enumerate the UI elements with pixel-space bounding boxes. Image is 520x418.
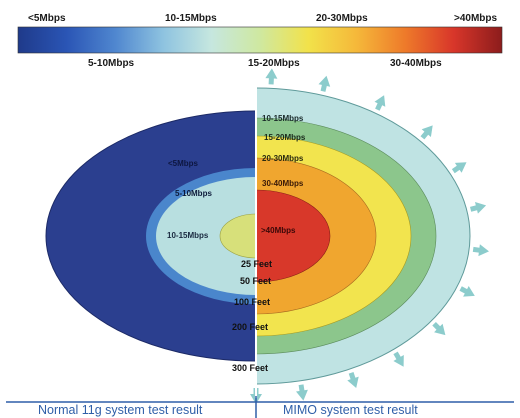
legend-top-label: 20-30Mbps [316,13,368,24]
right-zone-label: >40Mbps [261,226,296,235]
legend-top-label: <5Mbps [28,13,66,24]
outward-arrow-icon [347,372,359,388]
right-zone-label: 20-30Mbps [262,154,304,163]
distance-label: 200 Feet [232,322,268,332]
distance-label: 25 Feet [241,259,272,269]
outward-arrow-icon [296,384,308,401]
legend-top-label: 10-15Mbps [165,13,217,24]
outward-arrow-icon [374,95,386,111]
left-zone-label: 10-15Mbps [167,231,209,240]
legend-bottom-label: 5-10Mbps [88,58,135,69]
left-zone-inner [156,177,256,295]
right-zone-label: 10-15Mbps [262,114,304,123]
outward-arrow-icon [420,125,433,140]
distance-label: 100 Feet [234,297,270,307]
outward-arrow-icon [470,202,487,214]
outward-arrow-icon [432,322,446,336]
right-zone-label: 30-40Mbps [262,179,304,188]
outward-arrow-icon [472,244,489,257]
legend-bottom-label: 15-20Mbps [248,58,300,69]
footer-left-text: Normal 11g system test result [38,403,203,417]
outward-arrow-icon [459,286,475,297]
distance-label: 300 Feet [232,363,268,373]
left-zone-label: 5-10Mbps [175,189,212,198]
right-zone-core [256,189,331,283]
right-zone-label: 15-20Mbps [264,133,306,142]
outward-arrow-icon [265,68,278,85]
footer-right-text: MIMO system test result [283,403,418,417]
right-coverage-half [256,87,471,385]
outward-arrow-icon [318,75,331,92]
footer-caption: Normal 11g system test result MIMO syste… [6,396,514,418]
speed-legend: <5Mbps 10-15Mbps 20-30Mbps >40Mbps 5-10M… [17,13,503,69]
legend-top-label: >40Mbps [454,13,498,24]
right-arrows [250,68,489,404]
distance-label: 50 Feet [240,276,271,286]
left-zone-core [219,213,256,259]
left-zone-label: <5Mbps [168,159,199,168]
outward-arrow-icon [451,162,467,174]
legend-color-bar [17,26,503,54]
outward-arrow-icon [393,351,404,367]
left-coverage-half [45,110,256,362]
legend-bottom-label: 30-40Mbps [390,58,442,69]
